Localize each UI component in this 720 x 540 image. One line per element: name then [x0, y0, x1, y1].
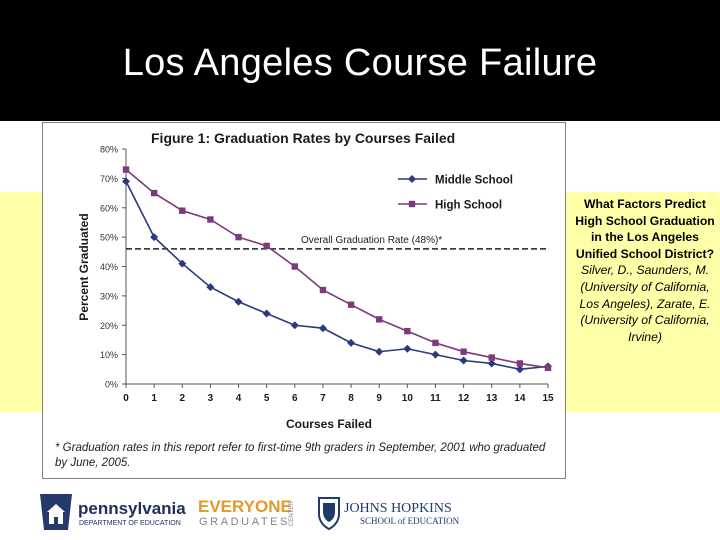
legend: Middle School High School — [398, 175, 513, 212]
pennsylvania-subtitle: DEPARTMENT OF EDUCATION — [79, 520, 181, 527]
pennsylvania-wordmark: pennsylvania — [78, 499, 186, 518]
overall-graduation-rate-label: Overall Graduation Rate (48%)* — [301, 235, 442, 246]
data-point-high-school — [460, 348, 467, 355]
data-point-high-school — [150, 189, 158, 197]
data-point-high-school — [432, 339, 439, 347]
data-point-middle-school — [515, 365, 524, 374]
plot-area: 0%10%20%30%40%50%60%70%80%0 1 2 3 4 5 6 7 8 9 10 11… — [100, 145, 554, 405]
y-tick-label: 60% — [100, 203, 118, 213]
data-point-middle-school — [347, 338, 356, 347]
data-point-high-school — [376, 316, 383, 323]
data-point-high-school — [179, 207, 186, 214]
legend-marker-middle-school — [408, 175, 416, 183]
y-tick-label: 80% — [100, 145, 118, 155]
johns-hopkins-shield-icon — [318, 497, 340, 531]
x-tick-label: 9 — [376, 393, 382, 404]
chart-title: Figure 1: Graduation Rates by Courses Fa… — [151, 130, 455, 146]
series-line-middle-school — [125, 180, 549, 371]
y-tick-label: 30% — [100, 291, 118, 301]
data-point-middle-school — [431, 350, 440, 359]
data-point-middle-school — [487, 359, 496, 368]
data-point-middle-school — [318, 324, 327, 333]
everyone-wordmark: EVERYONE — [198, 497, 292, 516]
x-tick-label: 5 — [264, 393, 270, 404]
x-tick-label: 8 — [348, 393, 354, 404]
x-tick-label: 6 — [292, 393, 298, 404]
data-point-high-school — [347, 301, 355, 308]
pennsylvania-logo: pennsylvania DEPARTMENT OF EDUCATION — [78, 499, 186, 527]
x-tick-label: 4 — [236, 393, 242, 404]
x-tick-label: 10 — [402, 393, 414, 404]
x-tick-label: 15 — [542, 393, 554, 404]
x-axis-label: Courses Failed — [286, 417, 372, 431]
data-point-high-school — [544, 364, 552, 372]
data-point-middle-school — [403, 344, 412, 353]
data-point-high-school — [291, 263, 298, 270]
chart-figure: Figure 1: Graduation Rates by Courses Fa… — [42, 122, 566, 479]
y-tick-label: 70% — [100, 174, 118, 184]
title-bar — [0, 0, 720, 121]
y-tick-label: 50% — [100, 233, 118, 243]
y-axis-label: Percent Graduated — [77, 213, 91, 320]
data-point-middle-school — [290, 321, 299, 330]
everyone-graduates-logo: EVERYONE GRADUATES CENTER — [198, 497, 295, 528]
citation-title: What Factors Predict High School Graduat… — [575, 197, 715, 261]
data-point-middle-school — [375, 347, 384, 356]
x-tick-label: 2 — [179, 393, 185, 404]
data-point-middle-school — [459, 356, 468, 365]
series-line-high-school — [125, 168, 549, 369]
citation-box: What Factors Predict High School Graduat… — [574, 196, 716, 345]
y-tick-label: 10% — [100, 350, 118, 360]
data-point-middle-school — [206, 283, 215, 292]
data-point-middle-school — [122, 177, 130, 186]
citation-authors: Silver, D., Saunders, M. (University of … — [579, 263, 711, 344]
x-tick-label: 7 — [320, 393, 326, 404]
x-tick-label: 13 — [486, 393, 498, 404]
data-point-high-school — [319, 286, 327, 294]
x-tick-label: 14 — [514, 393, 526, 404]
chart-footnote: * Graduation rates in this report refer … — [55, 442, 546, 469]
data-point-high-school — [122, 166, 130, 173]
legend-marker-high-school — [408, 200, 416, 208]
data-point-middle-school — [234, 297, 243, 306]
johns-hopkins-logo: JOHNS HOPKINS SCHOOL of EDUCATION — [344, 501, 460, 526]
x-tick-label: 3 — [208, 393, 214, 404]
y-tick-label: 0% — [105, 380, 118, 390]
data-point-high-school — [516, 360, 524, 367]
pennsylvania-keystone-icon — [40, 494, 72, 530]
chart-svg: Figure 1: Graduation Rates by Courses Fa… — [77, 130, 554, 431]
school-of-education-wordmark: SCHOOL of EDUCATION — [360, 516, 460, 526]
data-point-high-school — [207, 216, 214, 223]
data-point-high-school — [263, 242, 270, 250]
data-point-middle-school — [178, 259, 187, 268]
x-tick-label: 11 — [430, 393, 441, 404]
data-point-middle-school — [262, 309, 271, 318]
slide-title: Los Angeles Course Failure — [122, 42, 598, 84]
logo-strip: pennsylvania DEPARTMENT OF EDUCATION EVE… — [38, 492, 460, 532]
data-point-high-school — [488, 354, 495, 361]
y-tick-label: 40% — [100, 262, 118, 272]
data-point-high-school — [404, 327, 411, 335]
johns-hopkins-wordmark: JOHNS HOPKINS — [344, 501, 452, 516]
data-point-high-school — [235, 233, 242, 241]
graduates-wordmark: GRADUATES — [199, 516, 290, 528]
x-tick-label: 0 — [123, 393, 129, 404]
legend-label-middle-school: Middle School — [435, 175, 513, 187]
x-tick-label: 1 — [151, 393, 157, 404]
y-tick-label: 20% — [100, 321, 118, 331]
data-point-middle-school — [150, 233, 159, 242]
center-wordmark: CENTER — [289, 501, 295, 526]
x-tick-label: 12 — [458, 393, 470, 404]
legend-label-high-school: High School — [435, 200, 502, 212]
